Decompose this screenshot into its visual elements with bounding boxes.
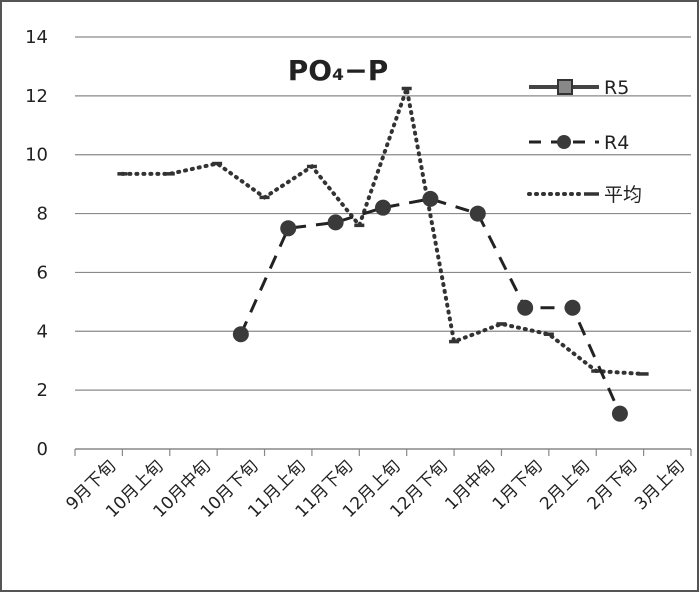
r4-point-marker — [611, 405, 628, 422]
legend-label: 平均 — [604, 184, 642, 206]
r4-point-marker — [232, 326, 249, 343]
y-tick-label: 2 — [37, 380, 48, 401]
series-layer — [117, 80, 649, 422]
x-tick-label: 2月下旬 — [584, 456, 642, 514]
series-average-line — [120, 80, 646, 376]
x-tick-label: 1月下旬 — [489, 456, 547, 514]
r4-point-marker — [327, 214, 344, 231]
r4-point-marker — [422, 190, 439, 207]
y-tick-label: 0 — [37, 439, 48, 460]
legend-r4-circle-icon — [557, 135, 571, 149]
y-tick-label: 6 — [37, 262, 48, 283]
x-axis-tick-labels: 9月下旬10月上旬10月中旬10月下旬11月上旬11月下旬12月上旬12月下旬1… — [62, 449, 692, 522]
chart-title: PO₄−P — [288, 54, 389, 87]
x-tick-label: 3月上旬 — [631, 456, 689, 514]
r4-point-marker — [375, 199, 391, 216]
y-tick-label: 8 — [37, 204, 48, 225]
y-tick-label: 10 — [25, 145, 48, 166]
legend: R5 R4 平均 — [527, 77, 642, 206]
x-tick-label: 1月中旬 — [441, 456, 499, 514]
r4-point-marker — [280, 220, 297, 237]
gridlines — [75, 36, 691, 391]
y-tick-label: 14 — [25, 27, 48, 48]
y-axis-tick-labels: 0 2 4 6 8 10 12 14 — [25, 27, 48, 460]
y-tick-label: 4 — [37, 321, 48, 342]
legend-label: R5 — [604, 77, 629, 99]
y-tick-label: 12 — [25, 86, 48, 107]
r4-point-marker — [564, 299, 581, 316]
series-r4-line — [239, 197, 622, 415]
legend-label: R4 — [604, 132, 629, 154]
r4-point-marker — [469, 205, 486, 222]
r4-point-marker — [517, 299, 534, 316]
x-tick-label: 2月上旬 — [536, 456, 594, 514]
legend-r5-square-icon — [557, 79, 573, 95]
